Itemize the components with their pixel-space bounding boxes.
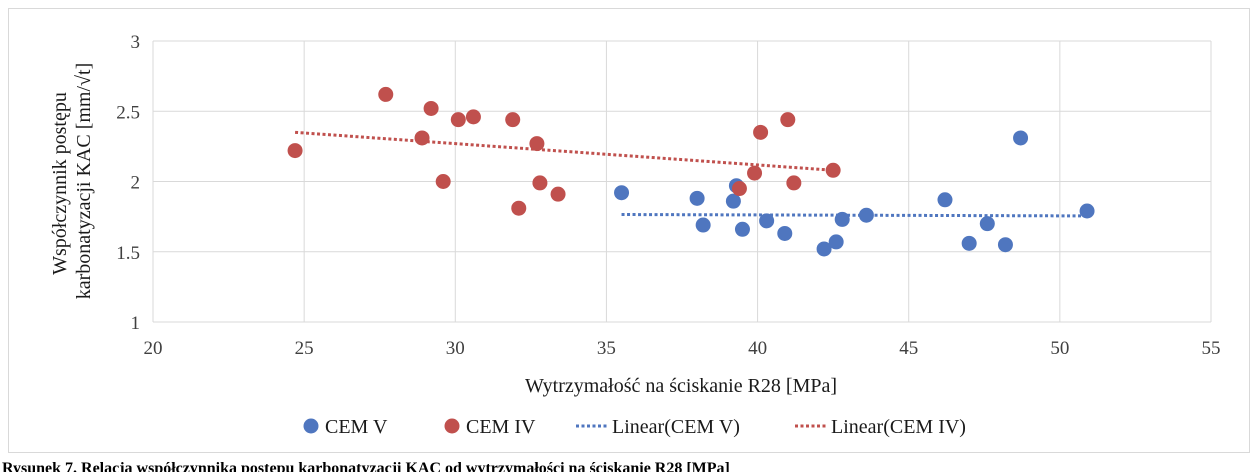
data-point-cem-iv	[825, 162, 841, 178]
data-point-cem-v	[1079, 203, 1095, 219]
data-point-cem-v	[937, 192, 953, 208]
data-point-cem-v	[695, 217, 711, 233]
x-tick-label: 25	[295, 338, 314, 359]
data-point-cem-v	[997, 237, 1013, 253]
legend: CEM V CEM IV Linear(CEM V) Linear(CEM IV…	[303, 416, 966, 438]
data-point-cem-iv	[753, 124, 769, 140]
data-point-cem-v	[1013, 130, 1029, 146]
legend-item-linear-cem-v: Linear(CEM V)	[576, 416, 740, 438]
data-point-cem-v	[689, 190, 705, 206]
x-tick-label: 55	[1202, 338, 1221, 359]
data-point-cem-v	[979, 216, 995, 232]
legend-item-linear-cem-iv: Linear(CEM IV)	[795, 416, 966, 438]
legend-label-cem-iv: CEM IV	[466, 416, 536, 438]
data-point-cem-v	[734, 221, 750, 237]
x-tick-label: 50	[1050, 338, 1069, 359]
trendline-linear-cem-iv	[294, 130, 834, 172]
data-point-cem-v	[858, 207, 874, 223]
data-point-cem-iv	[465, 109, 481, 125]
data-point-cem-iv	[450, 112, 466, 128]
x-tick-label: 20	[144, 338, 163, 359]
data-point-cem-v	[834, 211, 850, 227]
data-point-cem-v	[777, 225, 793, 241]
y-axis-title-line-1: Współczynnik postępu	[49, 92, 71, 275]
y-axis-ticks: 1 1.5 2 2.5 3	[116, 32, 140, 334]
legend-item-cem-v: CEM V	[303, 416, 388, 438]
chart-area: 20 25 30 35 40 45 50 55 1 1.5 2 2.5 3 Wytrzymałość …	[8, 8, 1250, 453]
legend-marker-cem-v	[303, 418, 319, 434]
y-tick-label: 3	[131, 32, 141, 53]
data-point-cem-v	[614, 185, 630, 201]
y-axis-title: Współczynnik postępu karbonatyzacji KAC …	[49, 63, 95, 299]
legend-label-cem-v: CEM V	[325, 416, 388, 438]
legend-label-linear-cem-v: Linear(CEM V)	[612, 416, 740, 438]
y-tick-label: 1	[131, 313, 141, 334]
data-point-cem-iv	[532, 175, 548, 191]
trendlines	[294, 130, 1088, 218]
data-points	[287, 86, 1095, 257]
y-tick-label: 2.5	[116, 102, 140, 123]
data-point-cem-iv	[287, 143, 303, 159]
data-point-cem-iv	[414, 130, 430, 146]
data-point-cem-v	[816, 241, 832, 257]
figure-caption: Rysunek 7. Relacja współczynnika postępu…	[2, 460, 730, 472]
data-point-cem-v	[961, 235, 977, 251]
data-point-cem-iv	[435, 174, 451, 189]
data-point-cem-v	[759, 213, 775, 229]
data-point-cem-iv	[786, 175, 802, 191]
x-tick-label: 40	[748, 338, 767, 359]
y-tick-label: 2	[131, 173, 141, 194]
legend-item-cem-iv: CEM IV	[444, 416, 536, 438]
scatter-chart: 20 25 30 35 40 45 50 55 1 1.5 2 2.5 3 Wytrzymałość …	[49, 32, 1221, 438]
trendline-linear-cem-v	[621, 213, 1088, 218]
legend-label-linear-cem-iv: Linear(CEM IV)	[831, 416, 966, 438]
data-point-cem-iv	[747, 165, 763, 181]
x-tick-label: 35	[597, 338, 616, 359]
data-point-cem-v	[828, 234, 844, 250]
data-point-cem-iv	[529, 136, 545, 152]
data-point-cem-iv	[550, 186, 566, 202]
gridlines	[152, 40, 1212, 323]
x-axis-title: Wytrzymałość na ściskanie R28 [MPa]	[525, 375, 837, 397]
legend-marker-cem-iv	[444, 418, 460, 434]
data-point-cem-iv	[511, 200, 527, 216]
data-point-cem-iv	[780, 112, 796, 128]
y-tick-label: 1.5	[116, 243, 140, 264]
x-tick-label: 30	[446, 338, 465, 359]
y-axis-title-line-2: karbonatyzacji KAC [mm/√t]	[73, 63, 95, 299]
data-point-cem-iv	[731, 181, 747, 197]
data-point-cem-v	[725, 193, 741, 209]
data-point-cem-iv	[505, 112, 521, 128]
data-point-cem-iv	[378, 86, 394, 102]
x-tick-label: 45	[899, 338, 918, 359]
data-point-cem-iv	[423, 100, 439, 116]
x-axis-ticks: 20 25 30 35 40 45 50 55	[144, 338, 1221, 359]
